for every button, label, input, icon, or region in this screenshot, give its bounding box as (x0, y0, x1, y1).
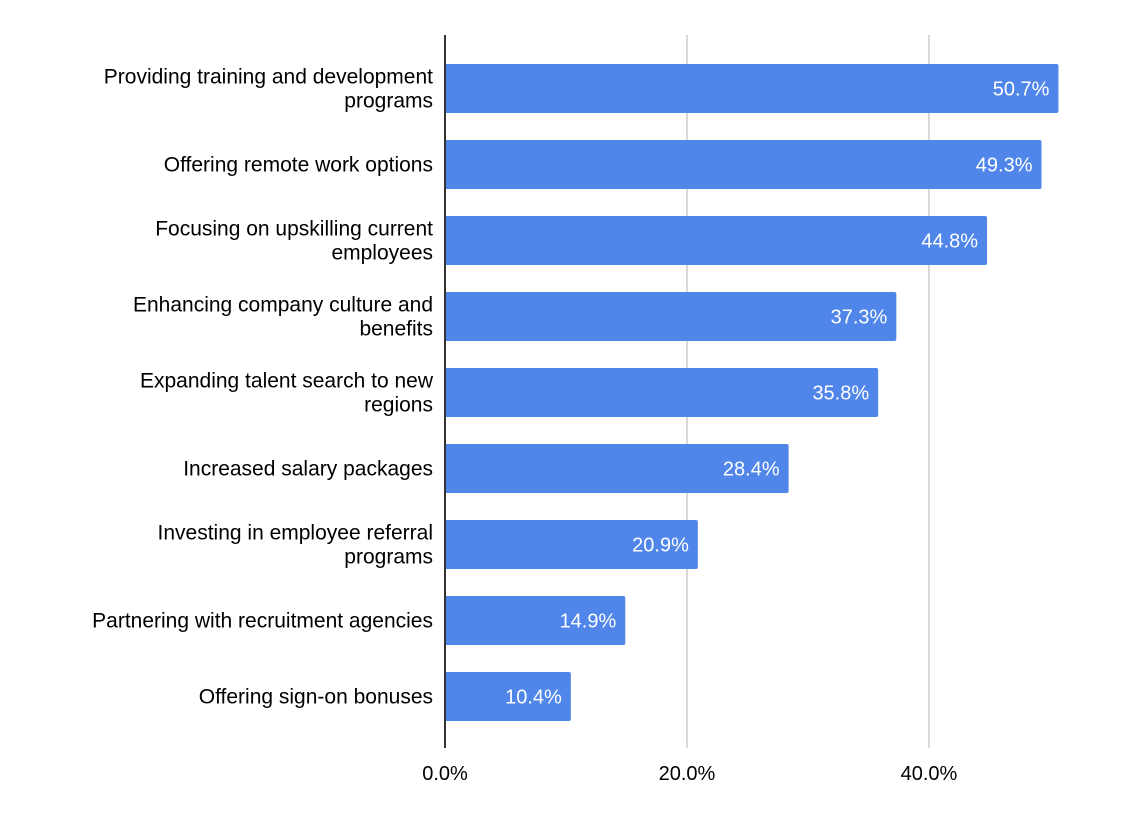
bar (445, 292, 897, 341)
x-tick-label: 20.0% (659, 763, 716, 785)
category-label-line: Increased salary packages (183, 458, 433, 481)
bar (445, 444, 789, 493)
category-label-line: regions (364, 394, 433, 417)
bar-value-label: 49.3% (976, 155, 1033, 177)
bar (445, 216, 988, 265)
category-label-line: programs (344, 546, 433, 569)
bar (445, 672, 571, 721)
category-label-line: Offering remote work options (164, 154, 433, 177)
bar (445, 596, 626, 645)
category-label-line: Providing training and development (104, 66, 433, 89)
bar (445, 520, 698, 569)
category-label-line: employees (331, 242, 433, 265)
category-label-line: Focusing on upskilling current (155, 218, 433, 241)
category-label: Partnering with recruitment agencies (92, 610, 433, 633)
category-label-line: programs (344, 90, 433, 113)
category-label: Expanding talent search to new regions (140, 370, 434, 417)
category-label: Offering sign-on bonuses (199, 686, 433, 709)
category-label-line: Investing in employee referral (158, 522, 433, 545)
bars: 50.7% 49.3% 44.8% 37.3% 35.8% 28.4% 20.9% 14.9%… (445, 64, 1059, 721)
category-label: Increased salary packages (183, 458, 433, 481)
bar-value-label: 10.4% (505, 687, 562, 709)
category-labels: Providing training and development progra… (92, 66, 434, 709)
bar-value-label: 14.9% (560, 611, 617, 633)
bar (445, 64, 1059, 113)
bar (445, 368, 879, 417)
category-label-line: Offering sign-on bonuses (199, 686, 433, 709)
category-label-line: Enhancing company culture and (133, 294, 433, 317)
x-tick-labels: 0.0% 20.0% 40.0% (422, 763, 957, 785)
bar-value-label: 37.3% (831, 307, 888, 329)
bar-value-label: 35.8% (812, 383, 869, 405)
category-label-line: benefits (359, 318, 433, 341)
bar-value-label: 20.9% (632, 535, 689, 557)
x-tick-label: 0.0% (422, 763, 468, 785)
bar-value-label: 28.4% (723, 459, 780, 481)
category-label: Enhancing company culture and benefits (133, 294, 433, 341)
category-label-line: Expanding talent search to new (140, 370, 434, 393)
category-label: Investing in employee referral programs (158, 522, 433, 569)
bar-value-label: 50.7% (993, 79, 1050, 101)
bar-value-label: 44.8% (921, 231, 978, 253)
category-label: Offering remote work options (164, 154, 433, 177)
category-label-line: Partnering with recruitment agencies (92, 610, 433, 633)
bar (445, 140, 1042, 189)
category-label: Focusing on upskilling current employees (155, 218, 433, 265)
x-tick-label: 40.0% (901, 763, 958, 785)
category-label: Providing training and development progra… (104, 66, 433, 113)
